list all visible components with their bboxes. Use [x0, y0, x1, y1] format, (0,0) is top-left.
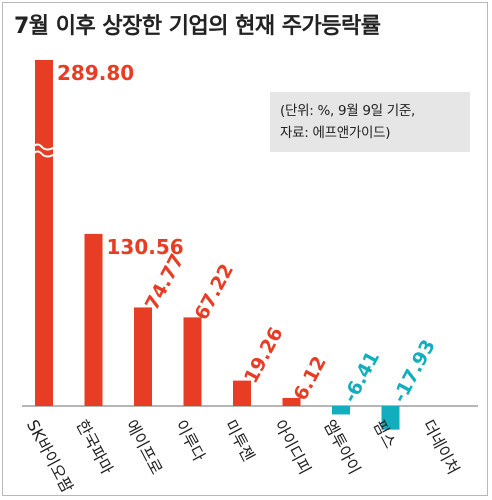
value-label: 6.12 — [289, 353, 330, 405]
category-label: 미투젠 — [221, 417, 259, 465]
bar — [35, 60, 53, 406]
chart-frame — [2, 2, 488, 496]
bar — [332, 406, 350, 415]
chart-title: 7월 이후 상장한 기업의 현재 주가등락률 — [14, 14, 381, 39]
axis-break-mark — [32, 143, 56, 151]
category-label: 더네이처 — [419, 417, 463, 478]
note-line: 자료: 에프앤가이드) — [280, 125, 391, 141]
category-label: 에이프로 — [122, 417, 166, 478]
value-label: 74.77 — [141, 250, 189, 313]
category-label: 한국파마 — [72, 417, 117, 478]
category-label: 엠투아이 — [320, 417, 364, 478]
value-label: -17.93 — [388, 336, 439, 406]
bar — [381, 406, 400, 430]
unit-source-note: (단위: %, 9월 9일 기준, 자료: 에프앤가이드) — [270, 92, 470, 152]
category-label: SK바이오팜 — [23, 417, 77, 496]
category-label: 이루다 — [171, 417, 209, 465]
value-label: 67.22 — [190, 260, 238, 323]
bar — [282, 397, 301, 406]
bar — [183, 317, 202, 406]
bar — [233, 380, 251, 406]
value-label: -6.41 — [339, 348, 384, 407]
bar — [134, 307, 152, 406]
category-label: 아이디피 — [270, 417, 314, 478]
value-label: 19.26 — [240, 324, 288, 387]
axis-break-mark — [32, 150, 56, 158]
value-label: 289.80 — [57, 61, 134, 85]
value-label: 130.56 — [107, 235, 184, 259]
note-line: (단위: %, 9월 9일 기준, — [280, 103, 415, 119]
bar — [84, 233, 103, 406]
